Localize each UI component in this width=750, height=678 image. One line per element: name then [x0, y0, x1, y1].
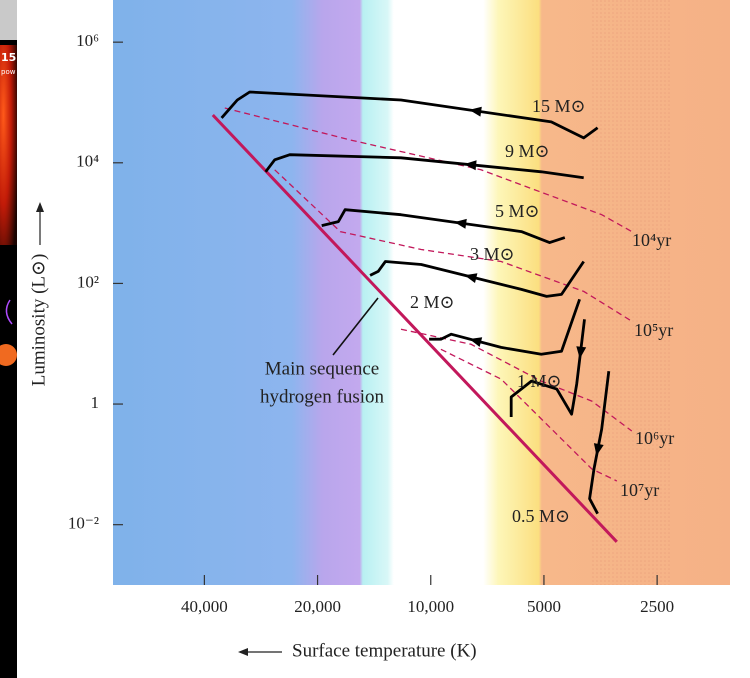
left-strip-glow — [0, 45, 17, 245]
track-label: 3 M⊙ — [470, 244, 515, 264]
track-arrow — [464, 160, 477, 171]
isochrone-label: 10⁷yr — [620, 480, 659, 500]
left-strip-arc — [5, 299, 13, 325]
main-sequence-label: hydrogen fusion — [260, 386, 385, 407]
isochrone — [440, 348, 618, 482]
evolution-track — [220, 90, 599, 140]
isochrone-label: 10⁶yr — [635, 428, 674, 448]
track-label: 15 M⊙ — [532, 96, 586, 116]
track-label: 1 M⊙ — [517, 371, 562, 391]
y-axis-title: Luminosity (L⊙) — [28, 254, 49, 387]
track-label: 9 M⊙ — [505, 141, 550, 161]
x-axis-title: Surface temperature (K) — [292, 640, 477, 661]
x-tick-label: 10,000 — [407, 597, 454, 616]
track-arrow — [464, 273, 478, 283]
left-strip-sun — [0, 344, 17, 366]
isochrone-label: 10⁴yr — [632, 230, 671, 250]
track-label: 0.5 M⊙ — [512, 506, 570, 526]
x-tick-label: 20,000 — [294, 597, 341, 616]
track-arrow — [593, 443, 604, 456]
isochrone — [274, 169, 633, 322]
y-tick-label: 10⁴ — [76, 152, 99, 171]
y-tick-label: 1 — [91, 393, 100, 412]
isochrone — [224, 107, 633, 233]
y-axis-arrowhead — [36, 202, 44, 212]
evolution-track — [429, 298, 581, 356]
main-sequence — [211, 113, 618, 543]
x-tick-label: 2500 — [640, 597, 674, 616]
fragment-text: pow — [1, 68, 16, 76]
track-arrow — [469, 337, 483, 347]
isochrone-label: 10⁵yr — [634, 320, 673, 340]
x-tick-label: 40,000 — [181, 597, 228, 616]
evolution-track — [264, 153, 584, 180]
evolution-track — [588, 371, 611, 515]
y-tick-label: 10² — [77, 272, 99, 291]
evolution-track — [321, 208, 566, 244]
x-axis-arrowhead — [238, 648, 248, 656]
evolution-track — [509, 319, 586, 417]
track-arrow — [469, 106, 482, 117]
main-sequence-pointer — [332, 297, 379, 356]
track-arrow — [576, 346, 587, 359]
track-label: 5 M⊙ — [495, 201, 540, 221]
left-strip-top — [0, 0, 17, 40]
y-tick-label: 10⁶ — [76, 31, 99, 50]
main-sequence-label: Main sequence — [265, 358, 379, 379]
x-tick-label: 5000 — [527, 597, 561, 616]
plot-stipple — [590, 0, 670, 585]
fragment-number: 15 — [1, 51, 16, 64]
y-tick-label: 10⁻² — [68, 514, 99, 533]
track-arrow — [454, 218, 467, 229]
track-label: 2 M⊙ — [410, 292, 455, 312]
